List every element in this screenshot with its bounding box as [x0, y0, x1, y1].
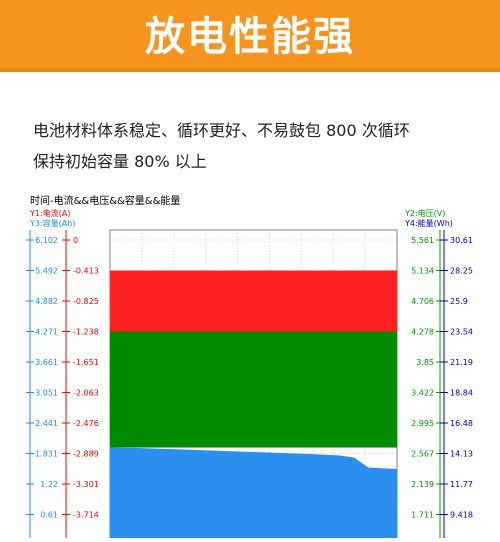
chart-title: 时间-电流&&电压&&容量&&能量	[30, 194, 180, 207]
tick-label-y1: -1.238	[73, 328, 99, 337]
tick-label-y2: 2.567	[411, 450, 434, 459]
tick-label-y1: -3.301	[73, 480, 99, 489]
plot-layer	[109, 229, 398, 542]
tick-label-y4: 14.13	[450, 450, 473, 459]
description-line-2: 保持初始容量 80% 以上	[33, 152, 207, 171]
tick-label-y4: 16.48	[450, 419, 473, 428]
tick-label-y1: -1.651	[73, 358, 99, 367]
tick-label-y2: 3.85	[416, 358, 434, 367]
tick-label-y4: 23.54	[450, 328, 473, 337]
tick-label-y3: 3.051	[35, 389, 58, 398]
tick-label-y2: 2.995	[411, 419, 434, 428]
tick-label-y3: 4.271	[35, 328, 58, 337]
tick-label-y1: -2.476	[73, 419, 99, 428]
legend-y3: Y3:容量(Ah)	[29, 218, 75, 228]
tick-label-y2: 5.561	[411, 236, 434, 245]
legend-y4: Y4:能量(Wh)	[404, 218, 453, 228]
tick-label-y2: 4.278	[411, 328, 434, 337]
tick-label-y4: 21.19	[450, 358, 473, 367]
tick-label-y4: 9.418	[450, 511, 473, 520]
series-voltage-band	[110, 331, 397, 448]
tick-label-y4: 11.77	[450, 480, 473, 489]
tick-label-y3: 0.61	[40, 511, 58, 520]
series-current-band	[110, 270, 397, 332]
tick-label-y1: -0.825	[73, 297, 99, 306]
tick-label-y1: -0.413	[73, 267, 99, 276]
tick-label-y4: 18.84	[450, 389, 473, 398]
legend-y1: Y1:电流(A)	[29, 208, 70, 218]
tick-label-y2: 2.139	[411, 480, 434, 489]
tick-label-y3: 5.492	[35, 267, 58, 276]
tick-label-y4: 30.61	[450, 236, 473, 245]
tick-label-y3: 2.441	[35, 419, 58, 428]
tick-label-y3: 3.661	[35, 358, 58, 367]
description: 电池材料体系稳定、循环更好、不易鼓包 800 次循环 保持初始容量 80% 以上	[33, 115, 483, 177]
tick-label-y2: 5.134	[411, 267, 434, 276]
tick-label-y1: -2.889	[73, 450, 99, 459]
banner-title: 放电性能强	[145, 14, 355, 60]
axis-layer: 6.102 5.492 4.882 4.271 3.661 3.051 2.441 1.831…	[26, 230, 473, 542]
tick-label-y1: 0	[73, 236, 78, 245]
tick-label-y3: 1.22	[40, 480, 58, 489]
tick-label-y2: 1.711	[411, 511, 434, 520]
chart-svg: 时间-电流&&电压&&容量&&能量 Y1:电流(A) Y3:容量(Ah) Y2:…	[26, 194, 473, 542]
tick-label-y3: 4.882	[35, 297, 58, 306]
tick-label-y2: 4.706	[411, 297, 434, 306]
legend-y2: Y2:电压(V)	[404, 208, 445, 218]
tick-label-y1: -3.714	[73, 511, 99, 520]
tick-label-y3: 6.102	[35, 236, 58, 245]
series-capacity-area	[110, 447, 397, 542]
header-banner: 放电性能强	[0, 0, 500, 72]
tick-label-y2: 3.422	[411, 389, 434, 398]
tick-label-y3: 1.831	[35, 450, 58, 459]
description-line-1: 电池材料体系稳定、循环更好、不易鼓包 800 次循环	[33, 121, 410, 140]
tick-label-y4: 28.25	[450, 267, 473, 276]
tick-label-y4: 25.9	[450, 297, 468, 306]
tick-label-y1: -2.063	[73, 389, 99, 398]
discharge-chart: 时间-电流&&电压&&容量&&能量 Y1:电流(A) Y3:容量(Ah) Y2:…	[0, 188, 500, 542]
